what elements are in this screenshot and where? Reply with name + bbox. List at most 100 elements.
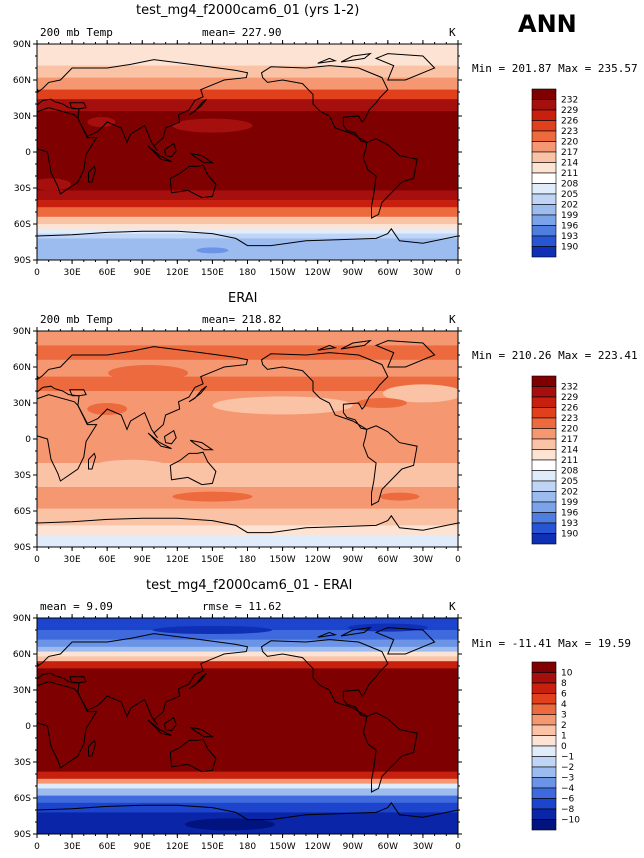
lon-tick-label: 30E [64, 555, 81, 565]
band-3-3 [37, 646, 458, 653]
band-1-3 [37, 89, 458, 100]
lon-tick-label: 30W [413, 842, 433, 852]
colorbar-label: 10 [561, 669, 573, 679]
panel-3-minmax: Min = -11.41 Max = 19.59 [472, 637, 631, 650]
lon-tick-label: 90E [134, 842, 151, 852]
colorbar-label: 226 [561, 117, 578, 127]
coastline [163, 716, 177, 732]
lon-tick-label: 120E [166, 842, 189, 852]
panel-2-field-label: 200 mb Temp [40, 313, 113, 326]
lat-tick-label: 0 [25, 435, 31, 445]
band-3-9 [37, 778, 458, 785]
coastline [189, 439, 215, 451]
coastline [340, 626, 372, 637]
colorbar-swatch [531, 745, 557, 757]
coastline [188, 98, 207, 116]
lat-tick-label: 90S [14, 256, 31, 266]
coastline [163, 142, 177, 158]
coastline [340, 52, 372, 63]
coastline [147, 432, 172, 450]
colorbar-label: 190 [561, 530, 578, 540]
colorbar-2: 2322292262232202172142112082052021991961… [531, 375, 578, 545]
colorbar-swatch [531, 819, 557, 831]
coastline [260, 352, 389, 430]
band-3-13 [37, 802, 458, 813]
colorbar-swatch [531, 512, 557, 524]
colorbar-label: 229 [561, 393, 578, 403]
panel-1-units: K [449, 26, 456, 39]
coastline [37, 107, 98, 195]
colorbar-1: 2322292262232202172142112082052021991961… [531, 88, 578, 258]
coastline [169, 451, 217, 486]
lon-tick-label: 0 [455, 842, 461, 852]
colorbar-swatch [531, 459, 557, 471]
coastline [374, 627, 436, 655]
band-3-4 [37, 651, 458, 657]
contour-blob-2-5 [379, 492, 420, 501]
colorbar-swatch [531, 428, 557, 440]
contour-blob-3-0 [184, 818, 275, 831]
coastline [189, 726, 215, 738]
coastline [37, 633, 249, 726]
panel-1-mean-label: mean= 227.90 [202, 26, 282, 39]
colorbar-label: 193 [561, 519, 578, 529]
coastline [68, 389, 87, 397]
coastline [169, 164, 217, 199]
lat-tick-label: 60N [13, 76, 31, 86]
band-2-2 [37, 359, 458, 378]
band-2-7 [37, 508, 458, 526]
lon-tick-label: 30E [64, 842, 81, 852]
colorbar-swatch [531, 491, 557, 503]
colorbar-label: 226 [561, 404, 578, 414]
colorbar-label: −6 [561, 795, 575, 805]
contour-blob-3-1 [152, 626, 273, 634]
colorbar-label: 202 [561, 201, 578, 211]
lon-tick-label: 90W [343, 842, 363, 852]
band-3-5 [37, 656, 458, 662]
colorbar-label: 6 [561, 690, 567, 700]
band-2-0 [37, 331, 458, 346]
lat-tick-label: 30S [14, 758, 31, 768]
lon-tick-label: 0 [34, 555, 40, 565]
coastline [362, 712, 418, 793]
colorbar-label: 214 [561, 159, 578, 169]
colorbar-swatch [531, 661, 557, 673]
colorbar-swatch [531, 449, 557, 461]
band-1-1 [37, 65, 458, 79]
coastline [317, 344, 338, 351]
colorbar-swatch [531, 682, 557, 694]
lon-tick-label: 30E [64, 268, 81, 278]
lon-tick-label: 0 [455, 268, 461, 278]
colorbar-swatch [531, 724, 557, 736]
coastline [189, 152, 215, 164]
panel-1-title: test_mg4_f2000cam6_01 (yrs 1-2) [136, 3, 360, 18]
coastline [88, 739, 97, 757]
lat-tick-label: 30N [13, 686, 31, 696]
colorbar-label: 217 [561, 148, 578, 158]
contour-blob-1-3 [87, 117, 116, 127]
coastline [68, 676, 87, 684]
colorbar-label: −2 [561, 763, 574, 773]
band-1-11 [37, 228, 458, 235]
lon-tick-label: 60E [99, 268, 116, 278]
band-1-8 [37, 207, 458, 218]
lat-tick-label: 60N [13, 650, 31, 660]
lon-tick-label: 120E [166, 268, 189, 278]
band-3-2 [37, 639, 458, 648]
lon-tick-label: 150E [201, 842, 224, 852]
coastline [88, 165, 97, 183]
lon-tick-label: 30W [413, 555, 433, 565]
lon-tick-label: 120W [305, 842, 331, 852]
panel-1-minmax: Min = 201.87 Max = 235.57 [472, 62, 638, 75]
band-3-6 [37, 661, 458, 669]
panel-2-units: K [449, 313, 456, 326]
colorbar-label: −1 [561, 753, 574, 763]
lon-tick-label: 150W [270, 555, 296, 565]
colorbar-label: 205 [561, 190, 578, 200]
colorbar-label: 211 [561, 456, 578, 466]
lon-tick-label: 150E [201, 268, 224, 278]
lat-tick-label: 60S [14, 220, 31, 230]
coastline [169, 738, 217, 773]
colorbar-label: 229 [561, 106, 578, 116]
